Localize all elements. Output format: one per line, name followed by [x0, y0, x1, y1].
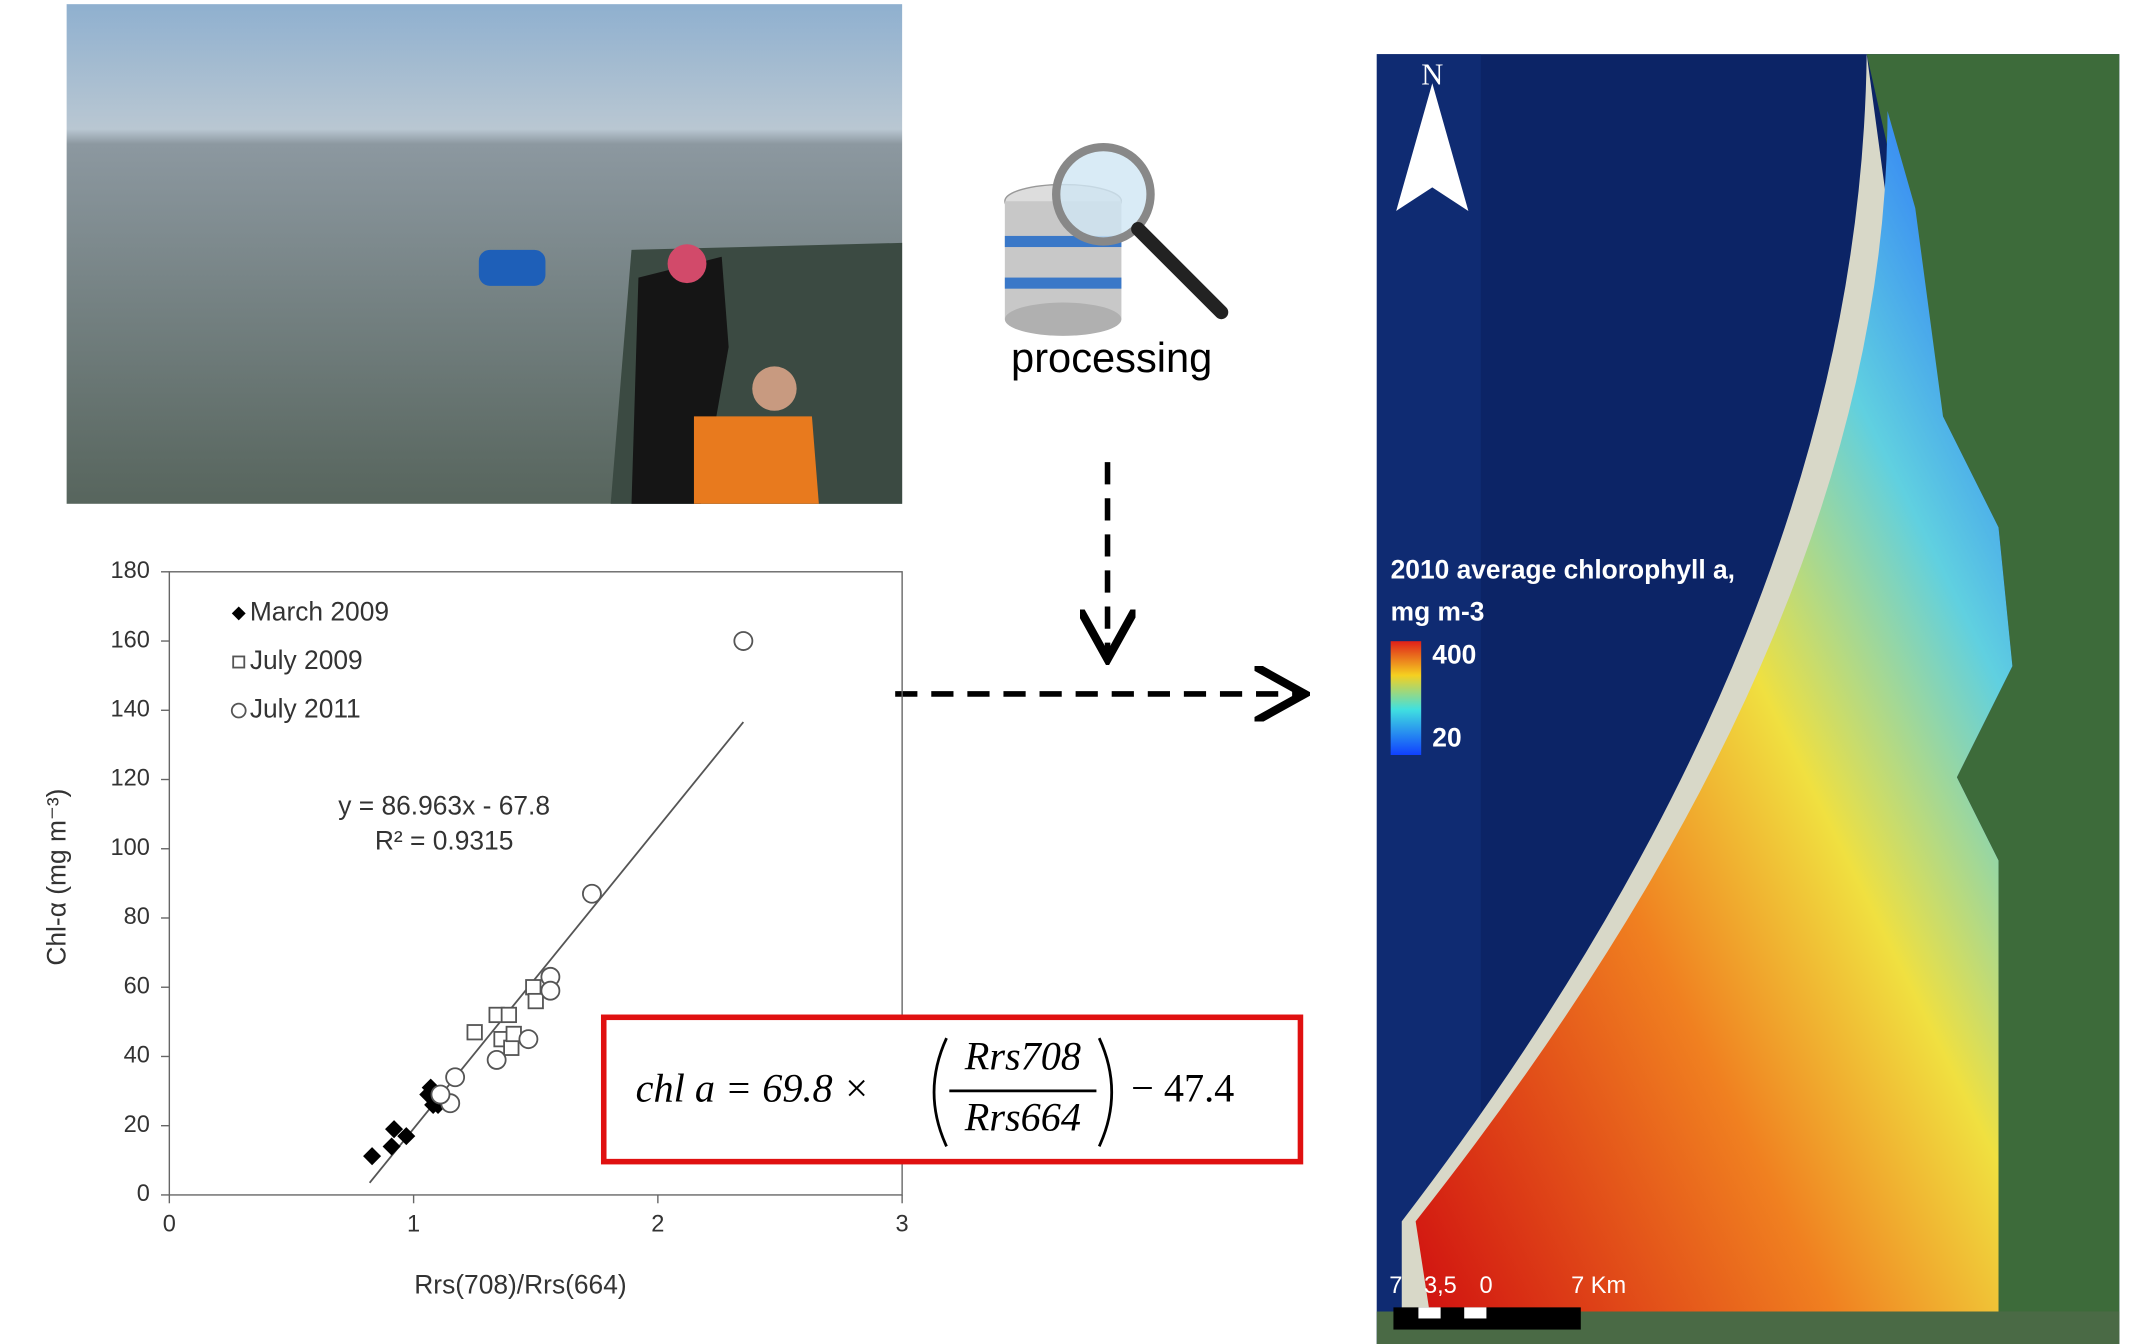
- field-photo: [67, 4, 902, 504]
- x-tick-label: 0: [163, 1211, 176, 1237]
- point: [383, 1137, 401, 1155]
- r-squared: R² = 0.9315: [375, 825, 513, 855]
- y-axis-label: Chl-α (mg m⁻³): [41, 789, 71, 966]
- x-axis-label: Rrs(708)/Rrs(664): [414, 1270, 626, 1300]
- database-icon: [1005, 147, 1222, 336]
- y-tick-label: 80: [124, 903, 150, 929]
- y-tick-label: 20: [124, 1111, 150, 1137]
- formula-box: chl a = 69.8 × Rrs708 Rrs664 − 47.4: [604, 1017, 1301, 1161]
- point: [529, 994, 543, 1008]
- formula-denominator: Rrs664: [964, 1095, 1081, 1140]
- point: [519, 1030, 537, 1048]
- x-tick-label: 3: [896, 1211, 909, 1237]
- processing-label: processing: [1011, 334, 1212, 381]
- point: [734, 632, 752, 650]
- y-tick-label: 100: [111, 834, 150, 860]
- point: [541, 982, 559, 1000]
- y-tick-label: 180: [111, 557, 150, 583]
- formula-right: − 47.4: [1131, 1065, 1234, 1110]
- scale-label: 0: [1479, 1272, 1492, 1298]
- legend-title: 2010 average chlorophyll a,: [1391, 555, 1735, 585]
- legend-max: 400: [1432, 639, 1476, 669]
- legend-label: March 2009: [250, 596, 389, 626]
- legend-marker: [232, 704, 246, 718]
- point: [502, 1008, 516, 1022]
- scale-label: 7: [1389, 1272, 1402, 1298]
- formula-left: chl a = 69.8 ×: [636, 1065, 870, 1110]
- legend-min: 20: [1432, 723, 1461, 753]
- y-tick-label: 60: [124, 972, 150, 998]
- point: [583, 885, 601, 903]
- y-tick-label: 0: [137, 1180, 150, 1206]
- point: [431, 1086, 449, 1104]
- legend-marker: [233, 656, 244, 667]
- point: [488, 1051, 506, 1069]
- y-tick-label: 120: [111, 765, 150, 791]
- chlorophyll-map: N 2010 average chlorophyll a, mg m-3 400…: [1377, 54, 2120, 1344]
- point: [504, 1041, 518, 1055]
- point: [446, 1068, 464, 1086]
- legend-marker: [232, 606, 246, 620]
- point: [467, 1025, 481, 1039]
- point: [363, 1147, 381, 1165]
- equation: y = 86.963x - 67.8: [338, 791, 550, 821]
- north-label: N: [1421, 58, 1443, 92]
- legend-unit: mg m-3: [1391, 596, 1485, 626]
- scatter-chart: Rrs(708)/Rrs(664) Chl-α (mg m⁻³) y = 86.…: [41, 557, 908, 1299]
- figure: processing Rrs(708)/Rrs(664) Chl-α (mg m…: [0, 0, 2154, 1344]
- legend-label: July 2011: [250, 694, 361, 724]
- legend-label: July 2009: [250, 645, 363, 675]
- point: [526, 980, 540, 994]
- x-tick-label: 2: [651, 1211, 664, 1237]
- y-tick-label: 40: [124, 1042, 150, 1068]
- formula-numerator: Rrs708: [964, 1034, 1081, 1079]
- scale-label: 3,5: [1424, 1272, 1457, 1298]
- x-tick-label: 1: [407, 1211, 420, 1237]
- scale-label: 7 Km: [1571, 1272, 1626, 1298]
- y-tick-label: 160: [111, 626, 150, 652]
- y-tick-label: 140: [111, 696, 150, 722]
